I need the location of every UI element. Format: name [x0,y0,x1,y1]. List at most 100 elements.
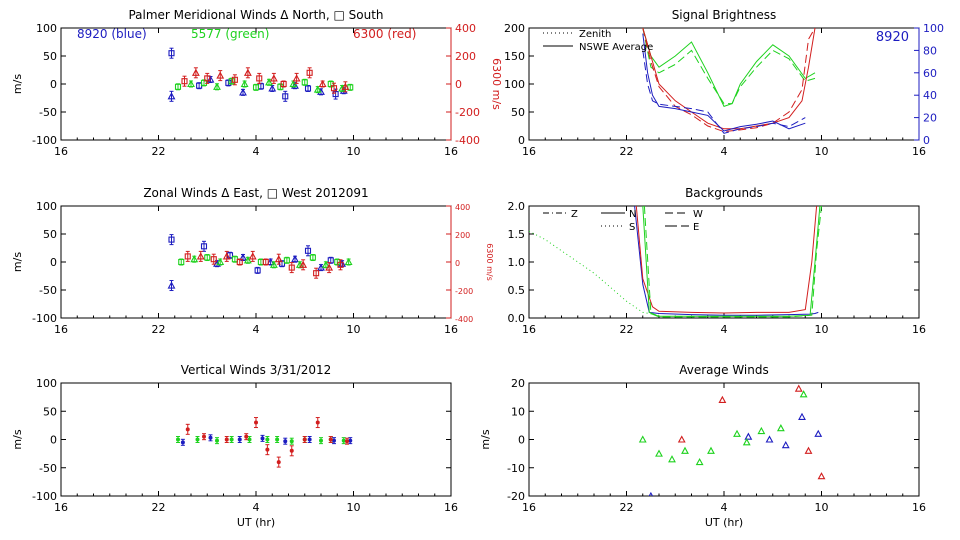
series-5577 [638,390,808,466]
x-axis-label: UT (hr) [705,516,743,529]
y-tick-label: 2.0 [508,200,526,213]
y-tick-label: 50 [43,228,57,241]
y-tick-label: 0 [518,434,525,447]
legend-label: W [693,209,703,220]
data-point [265,78,273,86]
x-tick-label: 22 [152,145,166,158]
x-tick-label: 4 [721,501,728,514]
plot-area [167,47,354,102]
series-5577 [178,254,353,269]
plot-area [167,234,353,292]
x-tick-label: 10 [347,501,361,514]
data-point [718,395,727,404]
legend-label: Z [571,209,578,220]
plot-area [176,417,353,468]
legend-label: Zenith [579,29,611,40]
y-tick-label: 50 [43,405,57,418]
data-point [168,47,175,59]
chart-title: Palmer Meridional Winds Δ North, □ South [128,8,383,22]
data-point [319,437,323,445]
series-line-6300 [635,206,818,314]
data-point [225,79,232,87]
data-point [341,81,350,93]
data-point [216,257,225,266]
data-point [765,435,774,443]
y2-tick-label: -200 [455,106,480,119]
series-line-5577 [529,230,660,316]
plot-frame [60,205,452,319]
data-point [195,436,200,443]
data-point [707,446,715,454]
x-tick-label: 16 [912,145,926,158]
data-point [318,79,327,88]
x-tick-label: 16 [444,501,458,514]
data-point [228,77,235,85]
data-point [210,253,217,265]
data-point [695,457,704,466]
x-tick-label: 4 [721,145,728,158]
x-tick-label: 16 [912,501,926,514]
data-point [244,433,249,441]
data-point [260,434,265,442]
legend-label: NSWE Average [579,42,653,53]
data-point [814,429,823,437]
x-tick-label: 22 [620,145,634,158]
legend-label: S [629,222,635,233]
data-point [178,258,185,266]
y2-tick-label: 200 [455,231,470,240]
x-tick-label: 16 [444,323,458,336]
series-line-5577 [642,28,816,105]
series-line-5577 [643,206,822,318]
data-point [269,72,278,84]
x-axis-label: UT (hr) [237,516,275,529]
y-tick-label: -100 [32,134,57,147]
data-point [648,491,654,496]
data-point [187,79,195,88]
plot-frame [60,382,452,497]
data-point [184,250,191,262]
x-tick-label: 16 [54,145,68,158]
chart-title: Vertical Winds 3/31/2012 [181,363,332,377]
chart-title: Zonal Winds Δ East, □ West 2012091 [143,186,368,200]
data-point [304,245,312,257]
y2-tick-label: 20 [923,112,937,125]
data-point [638,435,647,443]
data-point [243,67,252,79]
series-line-6300 [642,28,816,133]
data-point [208,434,213,442]
x-tick-label: 16 [54,323,68,336]
y-tick-label: 0 [50,256,57,269]
y2-tick-label: 100 [923,22,944,35]
data-point [185,423,190,435]
data-point [337,259,344,271]
y-tick-label: 50 [511,106,525,119]
y-tick-label: 1.5 [508,228,526,241]
data-point [200,79,208,87]
y2-axis-label: 6300 m/s [490,58,503,110]
y2-tick-label: 0 [455,259,460,268]
y-tick-label: 100 [504,78,525,91]
y2-tick-label: 40 [923,89,937,102]
data-point [307,436,312,443]
data-point [257,82,264,90]
y-tick-label: 50 [43,50,57,63]
data-point [330,82,338,94]
y2-tick-label: 200 [455,50,476,63]
data-point [176,436,180,443]
series-line-5577 [642,206,821,317]
data-point [180,438,185,446]
data-point [282,90,289,102]
data-point [757,426,766,435]
x-tick-label: 4 [253,145,260,158]
data-point [243,256,252,264]
data-point [733,429,741,437]
data-point [167,280,176,292]
chart-zonal: Zonal Winds Δ East, □ West 2012091 16 22 4 1… [11,186,494,336]
data-point [240,79,249,88]
data-point [313,85,322,94]
legend-label: E [693,222,699,233]
series-line-8920 [634,206,819,316]
data-point [742,438,751,446]
